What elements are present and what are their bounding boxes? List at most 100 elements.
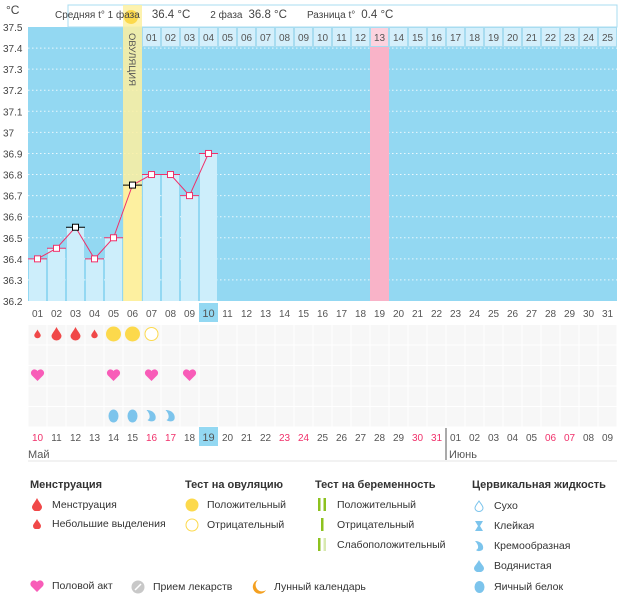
- y-tick-label: 37.5: [3, 23, 23, 34]
- luteal-day-cell: [161, 27, 180, 47]
- symbol-cell: [28, 345, 47, 365]
- watery-drop-icon: [472, 560, 486, 572]
- symbol-cell: [199, 386, 218, 406]
- temperature-bar: [162, 174, 179, 301]
- creamy-icon: [472, 540, 486, 552]
- calendar-date-label: 02: [469, 433, 481, 444]
- symbol-cell: [598, 407, 617, 427]
- calendar-date-label: 10: [32, 433, 44, 444]
- symbol-cell: [579, 345, 598, 365]
- legend-spotting: Небольшие выделения: [30, 518, 166, 530]
- symbol-cell: [66, 345, 85, 365]
- luteal-day-cell: [370, 27, 389, 47]
- symbol-cell: [218, 366, 237, 386]
- temperature-point: [110, 234, 117, 242]
- heart-icon: [144, 369, 159, 381]
- symbol-cell: [351, 386, 370, 406]
- symbol-cell: [161, 325, 180, 345]
- symbol-cell: [579, 407, 598, 427]
- cycle-day-label: 13: [260, 309, 272, 320]
- drop-icon: [70, 327, 81, 341]
- cycle-day-label: 17: [336, 309, 348, 320]
- symbol-cell: [389, 386, 408, 406]
- symbol-cell: [560, 407, 579, 427]
- y-tick-label: 37.4: [3, 44, 23, 55]
- luteal-day-label: 03: [184, 33, 196, 44]
- luteal-day-label: 21: [526, 33, 538, 44]
- symbol-cell: [313, 407, 332, 427]
- luteal-day-label: 08: [279, 33, 291, 44]
- symbol-cell: [446, 366, 465, 386]
- symbol-cell: [294, 366, 313, 386]
- temperature-point: [53, 244, 60, 252]
- y-tick-label: 37: [3, 128, 15, 139]
- summary: Средняя t° 1 фаза 36.4 °C 2 фаза 36.8 °C…: [55, 9, 393, 21]
- temperature-bar: [181, 195, 198, 301]
- temperature-point: [205, 149, 212, 157]
- symbol-cell: [161, 345, 180, 365]
- symbol-cell: [408, 345, 427, 365]
- legend-intercourse: Половой акт: [30, 580, 113, 592]
- calendar-date-label: 16: [146, 433, 158, 444]
- luteal-day-cell: [294, 27, 313, 47]
- luteal-day-cell: [598, 27, 617, 47]
- cycle-day-label: 26: [507, 309, 519, 320]
- symbol-cell: [104, 386, 123, 406]
- cycle-day-label: 11: [222, 309, 233, 320]
- drop-icon: [51, 327, 62, 341]
- symbol-cell: [408, 366, 427, 386]
- luteal-day-cell: [484, 27, 503, 47]
- symbol-cell: [465, 325, 484, 345]
- symbol-cell: [47, 407, 66, 427]
- symbol-cell: [522, 345, 541, 365]
- dry-drop-icon: [472, 500, 486, 512]
- legend-label: Положительный: [337, 498, 417, 511]
- luteal-day-label: 04: [203, 33, 215, 44]
- luteal-day-label: 23: [564, 33, 576, 44]
- temperature-bar: [143, 174, 160, 301]
- sun-icon: [124, 10, 138, 24]
- cycle-day-label: 03: [70, 309, 82, 320]
- symbol-cell: [294, 407, 313, 427]
- symbol-cell: [180, 345, 199, 365]
- symbol-cell: [560, 366, 579, 386]
- legend-cervical-sticky: Клейкая: [472, 520, 534, 532]
- pill-icon: [131, 580, 145, 594]
- symbol-cell: [47, 345, 66, 365]
- luteal-day-label: 16: [431, 33, 443, 44]
- symbol-cell: [579, 386, 598, 406]
- symbol-cell: [237, 407, 256, 427]
- calendar-date-label: 17: [165, 433, 177, 444]
- symbol-cell: [446, 325, 465, 345]
- luteal-day-cell: [427, 27, 446, 47]
- month-label: Июнь: [449, 449, 477, 461]
- symbol-cell: [218, 407, 237, 427]
- phase2-label: 2 фаза: [210, 10, 243, 21]
- symbol-cell: [427, 345, 446, 365]
- cycle-day-label: 18: [355, 309, 367, 320]
- y-tick-label: 36.3: [3, 276, 23, 287]
- y-tick-label: 36.9: [3, 149, 23, 160]
- cycle-day-label: 21: [412, 309, 424, 320]
- symbol-cell: [199, 345, 218, 365]
- symbol-cell: [275, 386, 294, 406]
- symbol-cell: [237, 345, 256, 365]
- y-tick-label: 36.2: [3, 297, 23, 308]
- calendar-date-label: 09: [602, 433, 614, 444]
- drop-icon: [30, 498, 44, 511]
- luteal-day-cell: [237, 27, 256, 47]
- symbol-cell: [237, 366, 256, 386]
- symbol-cell: [522, 386, 541, 406]
- symbol-cell: [85, 386, 104, 406]
- symbol-cell: [256, 325, 275, 345]
- symbol-cell: [275, 366, 294, 386]
- legend-label: Яичный белок: [494, 580, 564, 593]
- legend-label: Положительный: [207, 499, 287, 511]
- positive-circle-icon: [106, 326, 121, 342]
- ovulation-column: [123, 5, 142, 301]
- symbol-cell: [199, 407, 218, 427]
- temperature-bar: [48, 248, 65, 301]
- legend-label: Слабоположительный: [337, 538, 446, 551]
- legend-ovulation-positive: Положительный: [185, 498, 286, 512]
- current-day-highlight: [199, 303, 218, 322]
